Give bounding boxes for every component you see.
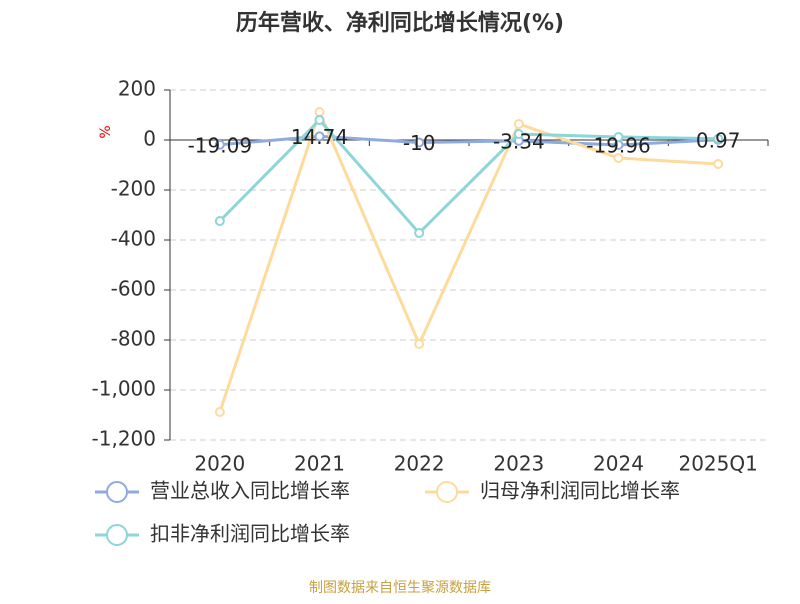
x-tick-label: 2023 xyxy=(493,452,544,476)
data-label: -3.34 xyxy=(493,129,545,153)
data-label: -10 xyxy=(403,131,436,155)
y-tick-label: -600 xyxy=(111,277,156,301)
source-note: 制图数据来自恒生聚源数据库 xyxy=(309,580,491,596)
chart-title: 历年营收、净利同比增长情况(%) xyxy=(236,10,564,36)
y-tick-label: -400 xyxy=(111,227,156,251)
legend-marker xyxy=(106,524,128,546)
legend-marker xyxy=(106,481,128,503)
x-tick-label: 2021 xyxy=(294,452,345,476)
data-point xyxy=(513,129,524,139)
data-label: 0.97 xyxy=(696,128,741,152)
legend-label: 扣非净利润同比增长率 xyxy=(150,522,350,546)
data-point xyxy=(214,139,225,150)
series-line xyxy=(218,107,719,413)
y-tick-label: 0 xyxy=(143,127,156,151)
data-point xyxy=(613,153,624,163)
series-line xyxy=(218,117,719,236)
x-tick-label: 2024 xyxy=(593,452,644,476)
data-point xyxy=(513,119,524,129)
data-label: -19.96 xyxy=(586,133,650,157)
data-point xyxy=(214,407,225,417)
data-point xyxy=(613,132,624,142)
y-tick-label: -800 xyxy=(111,327,156,351)
y-tick-label: -1,000 xyxy=(92,377,156,401)
data-label: -19.09 xyxy=(188,133,252,157)
y-axis-label: % xyxy=(98,125,114,138)
data-point xyxy=(314,131,325,142)
x-tick-label: 2022 xyxy=(394,452,445,476)
legend-marker xyxy=(436,481,458,503)
data-point xyxy=(713,159,724,169)
legend-label: 营业总收入同比增长率 xyxy=(150,479,350,503)
x-tick-label: 2020 xyxy=(194,452,245,476)
data-label: 14.74 xyxy=(291,125,348,149)
y-tick-label: 200 xyxy=(118,77,156,101)
y-tick-label: -200 xyxy=(111,177,156,201)
data-point xyxy=(314,107,325,117)
data-point xyxy=(414,137,425,148)
data-point xyxy=(414,228,425,238)
legend-label: 归母净利润同比增长率 xyxy=(480,479,680,503)
x-tick-label: 2025Q1 xyxy=(678,452,757,476)
data-point xyxy=(414,339,425,349)
data-point xyxy=(214,216,225,226)
data-point xyxy=(713,133,724,144)
data-point xyxy=(314,115,325,125)
y-tick-label: -1,200 xyxy=(92,427,156,451)
